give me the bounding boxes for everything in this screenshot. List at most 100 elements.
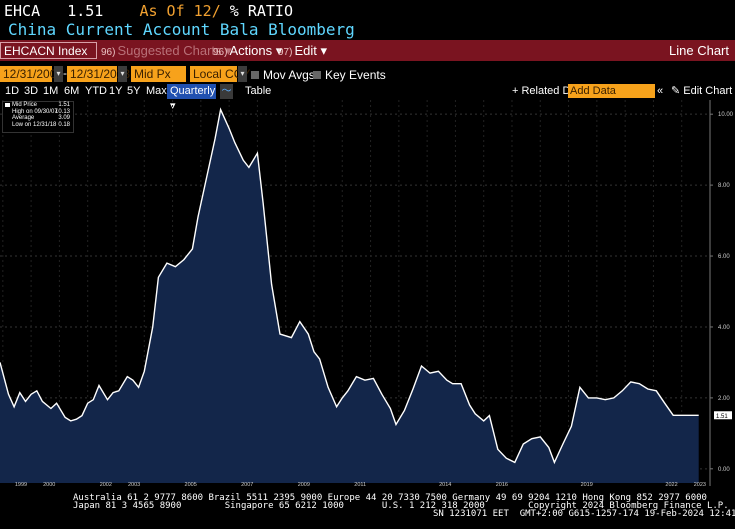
y-tick-label: 8.00 (718, 183, 730, 189)
checkbox-icon (251, 71, 259, 79)
x-tick-label: 2022 (665, 482, 677, 486)
chart-type-label[interactable]: Line Chart (669, 43, 729, 58)
period-1m[interactable]: 1M (43, 85, 59, 97)
line-chart-icon[interactable]: 〜 (220, 84, 233, 99)
suggested-label: Suggested Charts (117, 43, 222, 58)
legend-label: Mid Price (12, 102, 38, 108)
collapse-icon[interactable]: « (657, 85, 664, 97)
end-date-dropdown[interactable]: ▾ (118, 66, 127, 82)
legend-label: High on 09/30/07 (12, 108, 58, 115)
pencil-icon: ✎ (671, 85, 681, 97)
period-ytd[interactable]: YTD (85, 85, 107, 97)
legend-row: Average 3.09 (3, 115, 73, 122)
x-tick-label: 2011 (354, 482, 366, 486)
period-3d[interactable]: 3D (24, 85, 39, 97)
currency-dropdown[interactable]: ▾ (238, 66, 247, 82)
x-tick-label: 2019 (581, 482, 593, 486)
frequency-label: Quarterly (170, 85, 216, 97)
y-tick-label: 10.00 (718, 112, 734, 118)
x-tick-label: 2000 (43, 482, 55, 486)
unit-label: % RATIO (229, 2, 293, 20)
table-button[interactable]: Table (245, 85, 272, 97)
series-area (0, 109, 699, 483)
x-tick-label: 2016 (496, 482, 508, 486)
suggested-num: 96) (101, 47, 116, 58)
actions-label: Actions (229, 43, 273, 58)
period-6m[interactable]: 6M (64, 85, 80, 97)
ticker: EHCA (4, 2, 41, 20)
legend-row: Low on 12/31/18 0.18 (3, 122, 73, 129)
x-tick-label: 2003 (128, 482, 140, 486)
actions-menu[interactable]: 96) Actions ▾ (213, 43, 282, 60)
period-controls: 1D 3D 1M 6M YTD 1Y 5Y Max Quarterly ▾ 〜 … (0, 84, 735, 112)
last-value-marker: 1.51 (714, 411, 732, 420)
y-tick-label: 0.00 (718, 467, 730, 473)
date-controls: 12/31/2008 ▾ - 12/31/2023 ▾ Mid Px Local… (0, 64, 735, 84)
x-tick-label: 2002 (100, 482, 112, 486)
x-tick-label: 2007 (241, 482, 253, 486)
legend-value: 10.13 (54, 108, 70, 115)
caret-icon: ▾ (275, 43, 283, 58)
legend-label: Average (12, 115, 35, 121)
edit-chart-label: Edit Chart (683, 85, 733, 97)
legend-value: 1.51 (58, 102, 70, 108)
checkbox-icon (313, 71, 321, 79)
security-input[interactable]: EHCACN Index (0, 42, 97, 59)
mov-avgs-label: Mov Avgs (263, 68, 315, 82)
footer-line-3: SN 1231071 EET GMT+2:00 G615-1257-174 19… (433, 509, 735, 519)
edit-chart-button[interactable]: ✎ Edit Chart ▾ (671, 84, 735, 98)
last-value-box (714, 411, 732, 420)
period-max[interactable]: Max (146, 85, 167, 97)
x-tick-label: 1999 (15, 482, 27, 486)
caret-icon: ▾ (320, 43, 328, 58)
footer-line-2: Japan 81 3 4565 8900 Singapore 65 6212 1… (73, 501, 729, 511)
description-text: China Current Account Bala (8, 20, 259, 39)
date-separator: - (63, 66, 67, 80)
edit-label: Edit (294, 43, 317, 58)
x-tick-label: 2014 (439, 482, 451, 486)
series-swatch (5, 103, 10, 107)
legend-row: Mid Price 1.51 (3, 102, 73, 109)
legend-row: High on 09/30/07 10.13 (3, 109, 73, 116)
terminal-footer: Australia 61 2 9777 8600 Brazil 5511 239… (0, 486, 735, 529)
frequency-select[interactable]: Quarterly ▾ (167, 84, 216, 112)
footer-line-1: Australia 61 2 9777 8600 Brazil 5511 239… (73, 493, 707, 503)
key-events-label: Key Events (325, 68, 386, 82)
y-tick-label: 6.00 (718, 254, 730, 260)
caret-icon: ▾ (225, 43, 232, 58)
security-description: China Current Account Bala Bloomberg (8, 20, 355, 39)
x-tick-label: 2023 (694, 482, 706, 486)
legend-label: Low on 12/31/18 (12, 121, 57, 128)
legend-value: 3.09 (58, 115, 70, 121)
field-select[interactable]: Mid Px (131, 66, 186, 82)
line-chart[interactable]: 0.00 2.00 4.00 6.00 8.00 10.00 1999 2000 2002 20… (0, 100, 735, 486)
series-line (0, 107, 699, 465)
legend-value: 0.18 (58, 121, 70, 128)
y-tick-label: 2.00 (718, 396, 730, 402)
start-date-dropdown[interactable]: ▾ (54, 66, 63, 82)
key-events-toggle[interactable]: Key Events (313, 68, 386, 82)
edit-num: 97) (278, 47, 293, 58)
x-tick-label: 2005 (185, 482, 197, 486)
suggested-charts-menu[interactable]: 96) Suggested Charts ▾ (101, 43, 232, 60)
mov-avgs-toggle[interactable]: Mov Avgs (251, 68, 315, 82)
currency-select[interactable]: Local CCY (190, 66, 250, 82)
y-tick-label: 4.00 (718, 325, 730, 331)
edit-menu[interactable]: 97) Edit ▾ (278, 43, 327, 60)
period-1y[interactable]: 1Y (109, 85, 123, 97)
related-data-button[interactable]: + Related Dat (512, 85, 580, 97)
end-date-field[interactable]: 12/31/2023 (67, 66, 130, 82)
security-header: EHCA 1.51 As Of 12/ % RATIO (4, 2, 293, 20)
actions-num: 96) (213, 47, 228, 58)
start-date-field[interactable]: 12/31/2008 (0, 66, 63, 82)
x-tick-label: 2009 (298, 482, 310, 486)
chart-toolbar: EHCACN Index 96) Suggested Charts ▾ 96) Ac… (0, 40, 735, 61)
add-data-input[interactable]: Add Data (568, 84, 655, 98)
as-of-label: As Of (139, 2, 185, 20)
period-5y[interactable]: 5Y (127, 85, 141, 97)
chart-legend: Mid Price 1.51 High on 09/30/07 10.13 Aver… (2, 101, 74, 133)
brand-text: Bloomberg (268, 20, 355, 39)
as-of-date: 12/ (193, 2, 221, 20)
x-axis: 1999 2000 2002 2003 2005 2007 2009 2011 2014 2016… (15, 482, 706, 486)
period-1d[interactable]: 1D (5, 85, 20, 97)
